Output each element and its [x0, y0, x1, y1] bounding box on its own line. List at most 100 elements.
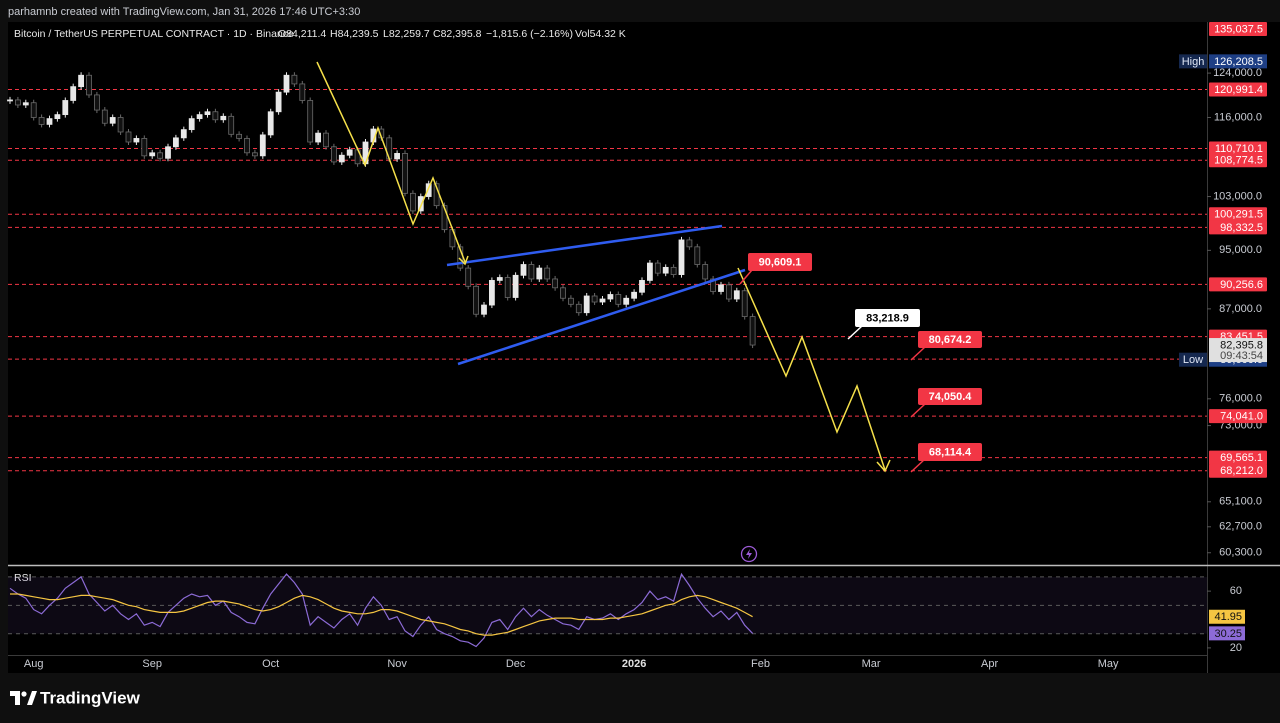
- candle: [236, 133, 243, 139]
- ohlc-change: −1,815.6 (−2.16%): [486, 28, 573, 40]
- candle: [409, 192, 416, 212]
- candle: [726, 284, 732, 300]
- y-tick-label: 124,000.0: [1213, 67, 1262, 79]
- x-tick-label: Sep: [142, 658, 162, 670]
- symbol-title: Bitcoin / TetherUS PERPETUAL CONTRACT · …: [14, 28, 294, 40]
- path-projection: [737, 267, 886, 471]
- x-tick-label: Apr: [981, 658, 998, 670]
- callout-box: [748, 253, 812, 271]
- rsi-label: RSI: [14, 572, 32, 584]
- candle: [402, 153, 408, 194]
- candle: [741, 290, 748, 317]
- candle: [22, 102, 29, 106]
- rsi-band: [8, 576, 1207, 634]
- x-tick-label: Feb: [751, 658, 770, 670]
- x-tick-label: Aug: [24, 658, 44, 670]
- candle: [172, 137, 179, 148]
- candle: [283, 74, 290, 93]
- candle: [259, 134, 266, 157]
- candle: [204, 111, 211, 116]
- legend: Bitcoin / TetherUS PERPETUAL CONTRACT · …: [14, 28, 626, 40]
- candle: [583, 295, 590, 314]
- candle: [188, 118, 195, 131]
- x-tick-label: May: [1098, 658, 1119, 670]
- y-tick-label: 87,000.0: [1219, 303, 1262, 315]
- level-tag: [1209, 277, 1267, 292]
- level-tag: [1209, 153, 1267, 168]
- callout-pointer: [847, 325, 863, 340]
- candle: [749, 316, 756, 346]
- ohlc-open: O84,211.4: [278, 28, 326, 40]
- callout-pointer: [910, 346, 926, 361]
- candle: [165, 146, 171, 159]
- candle: [710, 278, 716, 292]
- path-history: [316, 61, 466, 263]
- x-tick-label: Nov: [387, 658, 407, 670]
- callout-text: 74,050.4: [929, 391, 973, 403]
- plot-background: [8, 22, 1207, 673]
- callout-text: 83,218.9: [866, 312, 909, 324]
- callout-pointer: [910, 458, 926, 473]
- candle: [694, 246, 701, 265]
- ohlc-high: H84,239.5: [330, 28, 379, 40]
- candle: [528, 264, 535, 280]
- candle: [481, 304, 487, 315]
- levels: [8, 88, 1207, 472]
- level-label: 135,037.5: [1214, 23, 1263, 35]
- brand-logo: TradingView: [10, 688, 141, 707]
- candle: [512, 274, 519, 298]
- level-label: 68,212.0: [1220, 465, 1263, 477]
- y-tick-label: 62,700.0: [1219, 521, 1262, 533]
- creator-line: parhamnb created with TradingView.com, J…: [8, 6, 360, 18]
- candle: [662, 266, 669, 274]
- candle: [702, 264, 709, 280]
- volume: Vol54.32 K: [575, 28, 626, 40]
- ohlc-close: C82,395.8: [433, 28, 482, 40]
- candle: [346, 149, 353, 156]
- level-label: 110,710.1: [1215, 143, 1263, 155]
- candle: [330, 146, 337, 163]
- candle: [244, 138, 250, 154]
- brand-name: TradingView: [40, 688, 141, 707]
- candle: [212, 111, 219, 121]
- y-tick-label: 65,100.0: [1219, 496, 1262, 508]
- level-tag: [1209, 450, 1267, 465]
- candle: [78, 74, 84, 88]
- level-tag: [1209, 141, 1267, 156]
- candle: [291, 74, 298, 85]
- candle: [125, 131, 132, 143]
- high-tag: [1209, 54, 1267, 69]
- candle: [94, 94, 100, 111]
- level-label: 98,332.5: [1220, 222, 1263, 234]
- candle: [623, 297, 630, 305]
- rsi-line-value: 30.25: [1214, 628, 1242, 640]
- candle: [686, 239, 693, 248]
- candle: [473, 285, 480, 315]
- callout-text: 80,674.2: [929, 334, 972, 346]
- candle: [267, 111, 274, 136]
- candle: [14, 99, 21, 106]
- candle: [575, 303, 582, 314]
- axes: 124,000.0 116,000.0 103,000.0 95,000.0 87,00…: [24, 22, 1267, 670]
- candle: [670, 266, 677, 275]
- callout-text: 68,114.4: [929, 446, 972, 458]
- candle: [7, 99, 13, 102]
- level-tag: [1209, 207, 1267, 222]
- callout-box: [918, 443, 982, 461]
- candle: [733, 290, 740, 300]
- rsi-pane: RSI: [8, 572, 1207, 648]
- candle: [591, 295, 598, 303]
- x-tick-label: Oct: [262, 658, 279, 670]
- arrow-head: [458, 255, 469, 266]
- y-tick-label: 95,000.0: [1219, 244, 1262, 256]
- candle: [338, 154, 345, 163]
- candle: [394, 153, 401, 160]
- level-label: 90,256.6: [1220, 279, 1263, 291]
- candle: [560, 287, 566, 299]
- candle: [465, 267, 472, 287]
- low-name-tag: [1179, 352, 1207, 367]
- rsi-tick-label: 20: [1230, 642, 1242, 654]
- candle: [30, 102, 37, 118]
- level-label: 74,041.0: [1220, 411, 1263, 423]
